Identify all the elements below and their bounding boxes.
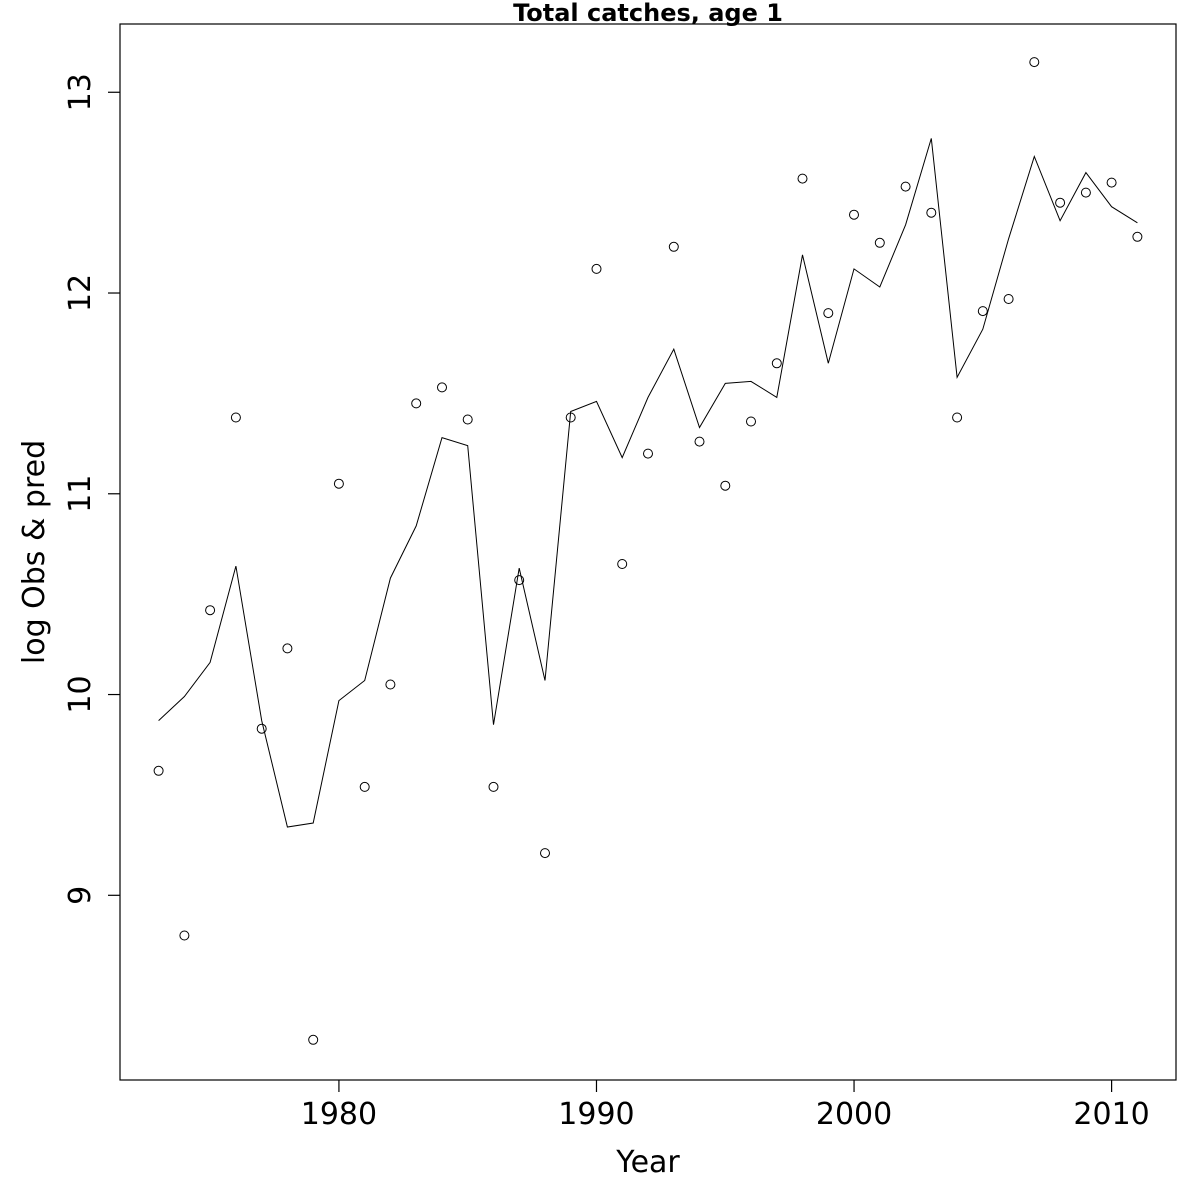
predicted-line: [158, 138, 1138, 828]
x-tick-label: 2000: [816, 1097, 892, 1132]
observed-point: [900, 181, 911, 192]
observed-point: [256, 723, 267, 734]
observed-point: [308, 1034, 319, 1045]
observed-point: [230, 412, 241, 423]
observed-point: [153, 765, 164, 776]
observed-point: [462, 414, 473, 425]
observed-point: [437, 382, 447, 393]
observed-point: [488, 781, 499, 792]
observed-point: [771, 358, 782, 369]
observed-point: [205, 605, 216, 616]
observed-point: [540, 848, 550, 859]
observed-point: [977, 306, 988, 317]
observed-point: [282, 643, 293, 654]
y-tick-label: 12: [63, 274, 98, 312]
y-tick-label: 10: [63, 675, 98, 713]
observed-point: [668, 241, 679, 252]
x-tick-label: 1980: [301, 1097, 377, 1132]
observed-point: [746, 416, 756, 427]
observed-point: [1106, 177, 1117, 188]
x-tick-label: 2010: [1073, 1097, 1149, 1132]
observed-point: [359, 781, 370, 792]
observed-point: [333, 478, 344, 489]
observed-point: [797, 173, 808, 184]
observed-point: [1080, 187, 1091, 198]
observed-point: [694, 436, 705, 447]
observed-point: [1003, 294, 1014, 304]
observed-point: [823, 308, 834, 319]
observed-point: [514, 575, 525, 586]
observed-point: [1029, 57, 1040, 68]
observed-point: [411, 398, 422, 409]
y-axis-title: log Obs & pred: [17, 440, 52, 664]
observed-point: [926, 207, 937, 218]
observed-point: [617, 559, 628, 569]
observed-point: [1132, 231, 1143, 242]
x-tick-label: 1990: [558, 1097, 634, 1132]
observed-point: [643, 448, 653, 459]
observed-point: [952, 412, 963, 423]
y-tick-label: 9: [63, 886, 98, 905]
observed-point: [385, 679, 396, 690]
chart-title: Total catches, age 1: [513, 0, 783, 27]
observed-point: [179, 930, 190, 941]
observed-point: [849, 209, 859, 220]
observed-point: [874, 237, 885, 248]
x-axis-title: Year: [615, 1145, 680, 1180]
observed-point: [1055, 197, 1066, 208]
y-axis: 9 10 11 12 13: [63, 73, 120, 905]
observed-point: [720, 480, 731, 491]
y-tick-label: 13: [63, 73, 98, 111]
plot-frame: [119, 23, 1177, 1081]
x-axis: 1980 1990 2000 2010: [301, 1080, 1150, 1132]
series-layer: [153, 57, 1143, 1045]
observed-point: [591, 263, 602, 274]
y-tick-label: 11: [63, 475, 98, 513]
